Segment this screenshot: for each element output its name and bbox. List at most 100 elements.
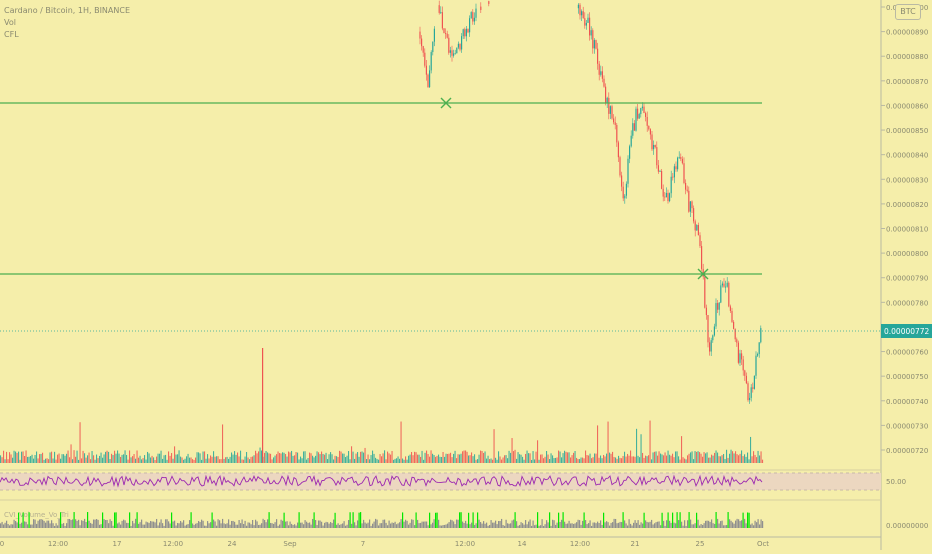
volume-indicator-bar: [250, 524, 252, 528]
volume-bar: [102, 457, 104, 463]
volume-bar: [567, 452, 569, 463]
volume-bar: [403, 459, 405, 463]
volume-indicator-bar: [675, 523, 677, 528]
volume-indicator-bar: [564, 521, 566, 528]
volume-indicator-bar: [631, 525, 633, 528]
volume-bar: [133, 454, 135, 463]
volume-bar: [343, 453, 345, 463]
volume-indicator-bar: [624, 520, 626, 528]
volume-indicator-bar: [388, 520, 390, 528]
volume-indicator-bar: [342, 523, 344, 528]
volume-indicator-bar: [700, 524, 702, 528]
candle-body: [611, 106, 613, 119]
volume-bar: [714, 452, 716, 463]
volume-bar: [747, 452, 749, 463]
volume-indicator-bar: [297, 522, 299, 528]
volume-bar: [111, 453, 113, 463]
volume-indicator-bar: [126, 522, 128, 528]
volume-indicator-bar: [390, 523, 392, 528]
volume-bar: [393, 459, 395, 463]
volume-bar: [517, 452, 519, 463]
volume-bar: [478, 454, 480, 463]
volume-indicator-bar: [493, 522, 495, 528]
volume-bar: [105, 451, 107, 463]
volume-bar: [631, 456, 633, 463]
candle-body: [726, 282, 728, 287]
candle-body: [632, 123, 634, 136]
volume-bar: [190, 457, 192, 463]
volume-bar: [703, 452, 705, 463]
candle-body: [747, 383, 749, 401]
rsi-level-label: 50.00: [886, 478, 906, 486]
volume-indicator-bar: [517, 525, 519, 528]
candle-body: [451, 50, 453, 56]
volume-bar: [241, 459, 243, 463]
volume-bar: [282, 452, 284, 463]
volume-indicator-bar: [736, 518, 738, 528]
x-tick-label: 21: [631, 540, 640, 548]
x-tick-label: 0: [0, 540, 4, 548]
candle-body: [710, 340, 712, 352]
volume-bar: [135, 458, 137, 463]
volume-bar: [511, 438, 513, 463]
volume-bar: [295, 452, 297, 463]
volume-bar: [234, 451, 236, 463]
volume-indicator-bar: [216, 525, 218, 528]
volume-indicator-bar: [588, 523, 590, 528]
volume-bar: [588, 455, 590, 463]
volume-bar: [439, 456, 441, 463]
volume-bar: [547, 454, 549, 463]
volume-indicator-bar: [93, 519, 95, 528]
volume-bar: [460, 453, 462, 463]
volume-indicator-bar: [481, 523, 483, 528]
volume-indicator-bar: [652, 524, 654, 528]
volume-bar: [276, 454, 278, 463]
volume-bar: [138, 457, 140, 463]
volume-bar: [544, 456, 546, 463]
volume-bar: [523, 459, 525, 463]
volume-indicator-bar: [487, 525, 489, 528]
volume-indicator-bar: [271, 523, 273, 528]
volume-bar: [447, 453, 449, 463]
volume-bar: [753, 451, 755, 463]
volume-indicator-bar: [196, 523, 198, 528]
volume-bar: [121, 454, 123, 463]
volume-bar: [502, 457, 504, 463]
volume-bar: [130, 457, 132, 463]
volume-indicator-bar: [463, 522, 465, 528]
volume-bar: [642, 452, 644, 463]
candle-body: [427, 74, 429, 88]
volume-bar: [205, 458, 207, 463]
volume-bar: [760, 451, 762, 463]
candle-body: [699, 235, 701, 247]
volume-indicator-bar: [546, 520, 548, 528]
candle-body: [678, 157, 680, 158]
volume-indicator-bar: [732, 522, 734, 528]
volume-indicator-bar: [432, 522, 434, 528]
volume-indicator-bar: [543, 525, 545, 528]
volume-indicator-bar: [123, 519, 125, 528]
volume-bar: [748, 459, 750, 463]
volume-bar: [136, 450, 138, 463]
volume-bar: [520, 454, 522, 463]
volume-indicator-bar: [105, 520, 107, 528]
volume-indicator-bar: [313, 512, 315, 528]
currency-badge[interactable]: BTC: [895, 4, 921, 20]
volume-indicator-bar: [661, 512, 663, 528]
volume-indicator-bar: [363, 519, 365, 528]
volume-indicator-bar: [525, 520, 527, 528]
candle-body: [429, 70, 431, 88]
candle-body: [661, 171, 663, 189]
volume-indicator-bar: [544, 524, 546, 528]
volume-indicator-label: CVI_Volume_Vo_Tri: [4, 511, 69, 519]
volume-bar: [84, 453, 86, 463]
volume-bar: [492, 459, 494, 463]
volume-bar: [196, 452, 198, 463]
volume-bar: [18, 451, 20, 463]
candle-body: [659, 171, 661, 172]
volume-indicator-bar: [96, 518, 98, 528]
volume-bar: [73, 450, 75, 463]
volume-indicator-bar: [646, 521, 648, 528]
